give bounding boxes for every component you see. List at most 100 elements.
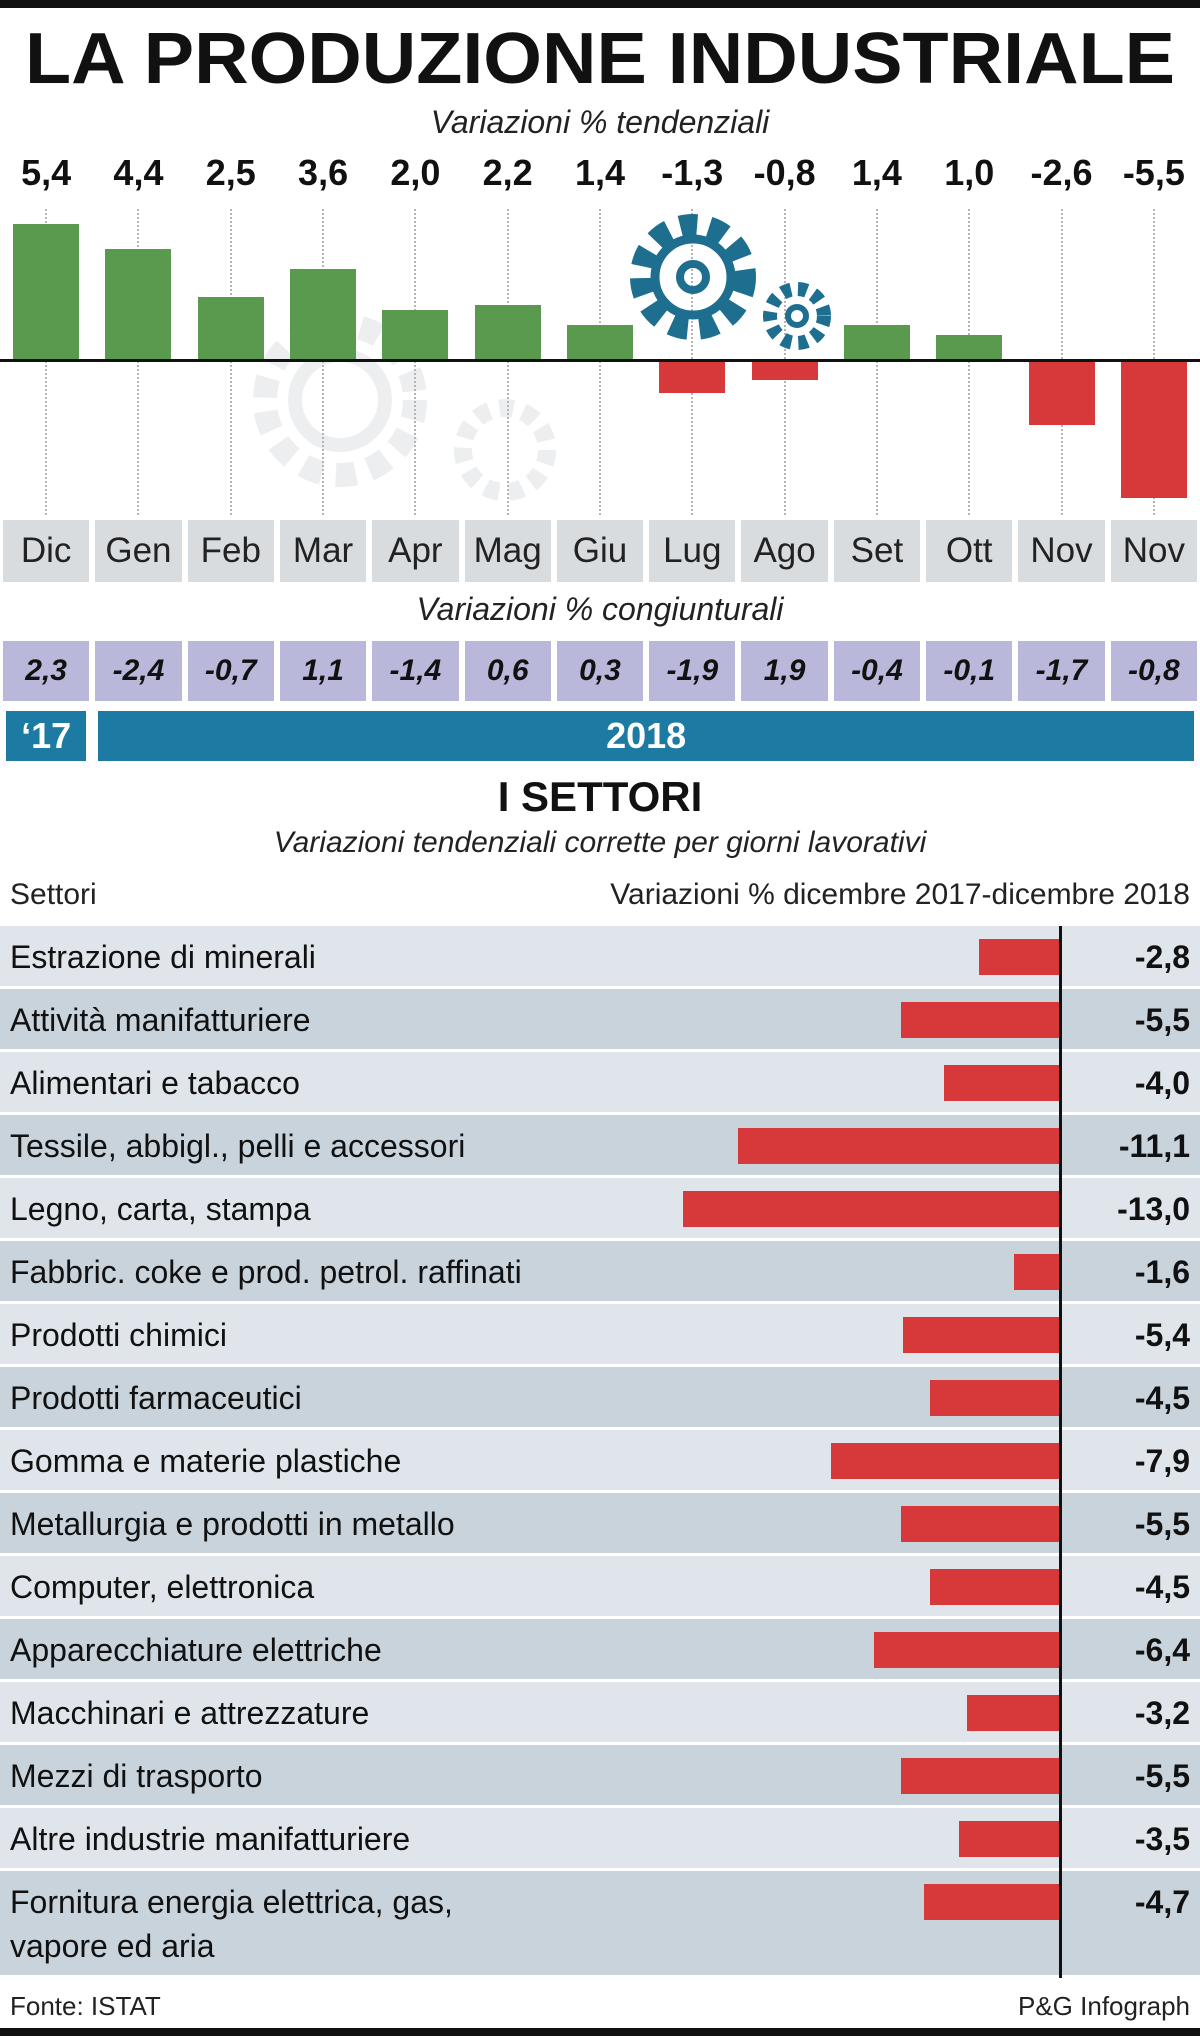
secondary-box (556, 641, 644, 701)
zero-line (1058, 926, 1062, 1978)
secondary-box (741, 641, 828, 701)
secondary-box (1018, 641, 1105, 701)
bar (944, 1065, 1060, 1101)
secondary-title: Variazioni % congiunturali (416, 590, 784, 627)
bar (900, 1758, 1060, 1794)
secondary-box (1110, 641, 1197, 701)
category-label: Ott (926, 520, 1013, 582)
category-label: Fabbric. coke e prod. petrol. raffinati (10, 1254, 522, 1290)
value-label: -5,5 (1134, 1758, 1190, 1794)
bar (290, 269, 357, 360)
gear-small-hub (785, 304, 809, 328)
value-label: -1,6 (1134, 1254, 1190, 1290)
category-label: Mezzi di trasporto (10, 1758, 263, 1794)
value-label: -4,7 (1134, 1884, 1190, 1920)
category-label: Estrazione di minerali (10, 939, 316, 975)
bar (900, 1002, 1060, 1038)
separator (875, 209, 878, 515)
secondary-label: 1,1 (302, 654, 344, 687)
value-label: 3,6 (298, 152, 349, 193)
value-label: -7,9 (1134, 1443, 1190, 1479)
category-label: Mar (279, 520, 367, 582)
value-label: 1,4 (574, 152, 626, 193)
bar (1013, 1254, 1060, 1290)
bar (843, 324, 910, 360)
category-label: Metallurgia e prodotti in metallo (10, 1506, 455, 1542)
category-label: Nov (1110, 520, 1197, 582)
secondary-label: 0,3 (579, 654, 621, 687)
secondary-label: -2,4 (112, 654, 165, 687)
value-label: -3,2 (1134, 1695, 1190, 1731)
gear-large-ring (650, 234, 736, 320)
bar (936, 334, 1003, 360)
separator (968, 209, 971, 515)
secondary-box (95, 641, 182, 701)
value-label: -5,4 (1134, 1317, 1190, 1353)
title-area: LA PRODUZIONE INDUSTRIALE (25, 19, 1175, 99)
value-label: -2,6 (1030, 152, 1093, 193)
value-label: -11,1 (1118, 1128, 1190, 1164)
category-label: Attività manifatturiere (10, 1002, 311, 1038)
category-header: Settori (10, 878, 97, 911)
value-label: 1,4 (851, 152, 902, 193)
category-label: Feb (187, 520, 274, 582)
bar (105, 249, 172, 360)
category-label: Nov (1018, 520, 1105, 582)
secondary-box (3, 641, 90, 701)
value-label: 1,0 (944, 152, 995, 193)
bar (967, 1695, 1060, 1731)
secondary-box (372, 641, 459, 701)
bar (1120, 360, 1187, 499)
section-subtitle: Variazioni tendenziali corrette per gior… (273, 826, 927, 859)
bar (903, 1317, 1060, 1353)
category-label: Dic (3, 520, 90, 582)
category-label: Lug (649, 520, 736, 582)
bar (683, 1191, 1060, 1227)
category-label: Mag (464, 520, 551, 582)
category-label: Tessile, abbigl., pelli e accessori (10, 1128, 466, 1164)
secondary-label: -0,1 (943, 654, 996, 687)
category-label: Apr (372, 520, 459, 582)
value-label: -4,5 (1134, 1380, 1190, 1416)
category-label: Prodotti farmaceutici (10, 1380, 302, 1416)
secondary-box (187, 641, 274, 701)
bar (197, 297, 264, 360)
secondary-box (833, 641, 921, 701)
category-label: Giu (556, 520, 644, 582)
footer-credit: P&G Infograph (1018, 1991, 1190, 2021)
value-label: 2,5 (205, 152, 256, 193)
category-label: Gomma e materie plastiche (10, 1443, 402, 1479)
secondary-box (926, 641, 1013, 701)
secondary-label: -0,4 (851, 654, 903, 687)
value-label: -0,8 (753, 152, 816, 193)
bar (830, 1443, 1060, 1479)
bar (13, 224, 80, 360)
category-label: Alimentari e tabacco (10, 1065, 300, 1101)
bar (900, 1506, 1060, 1542)
value-label: -2,8 (1134, 939, 1190, 975)
category-label: Fornitura energia elettrica, gas, vapore… (10, 1884, 453, 1964)
bar (958, 1821, 1060, 1857)
secondary-box (649, 641, 736, 701)
bottom-rule (0, 2028, 1200, 2036)
category-label: Gen (95, 520, 182, 582)
value-label: -5,5 (1122, 152, 1185, 193)
bar (929, 1380, 1060, 1416)
gears-icon (630, 214, 831, 350)
separator (599, 209, 601, 515)
title: LA PRODUZIONE INDUSTRIALE (25, 19, 1175, 99)
secondary-label: -0,8 (1127, 654, 1180, 687)
category-label: Apparecchiature elettriche (10, 1632, 382, 1668)
value-label: -3,5 (1134, 1821, 1190, 1857)
value-label: 2,0 (390, 152, 441, 193)
bar (382, 309, 449, 360)
value-label: 4,4 (113, 152, 164, 193)
bar (1028, 360, 1095, 426)
category-label: Ago (741, 520, 828, 582)
separator (137, 209, 140, 515)
separator (506, 209, 509, 515)
year-label: 2018 (98, 711, 1194, 761)
value-label: -1,3 (661, 152, 724, 193)
year-label: ‘17 (6, 711, 87, 761)
category-label: Altre industrie manifatturiere (10, 1821, 411, 1857)
